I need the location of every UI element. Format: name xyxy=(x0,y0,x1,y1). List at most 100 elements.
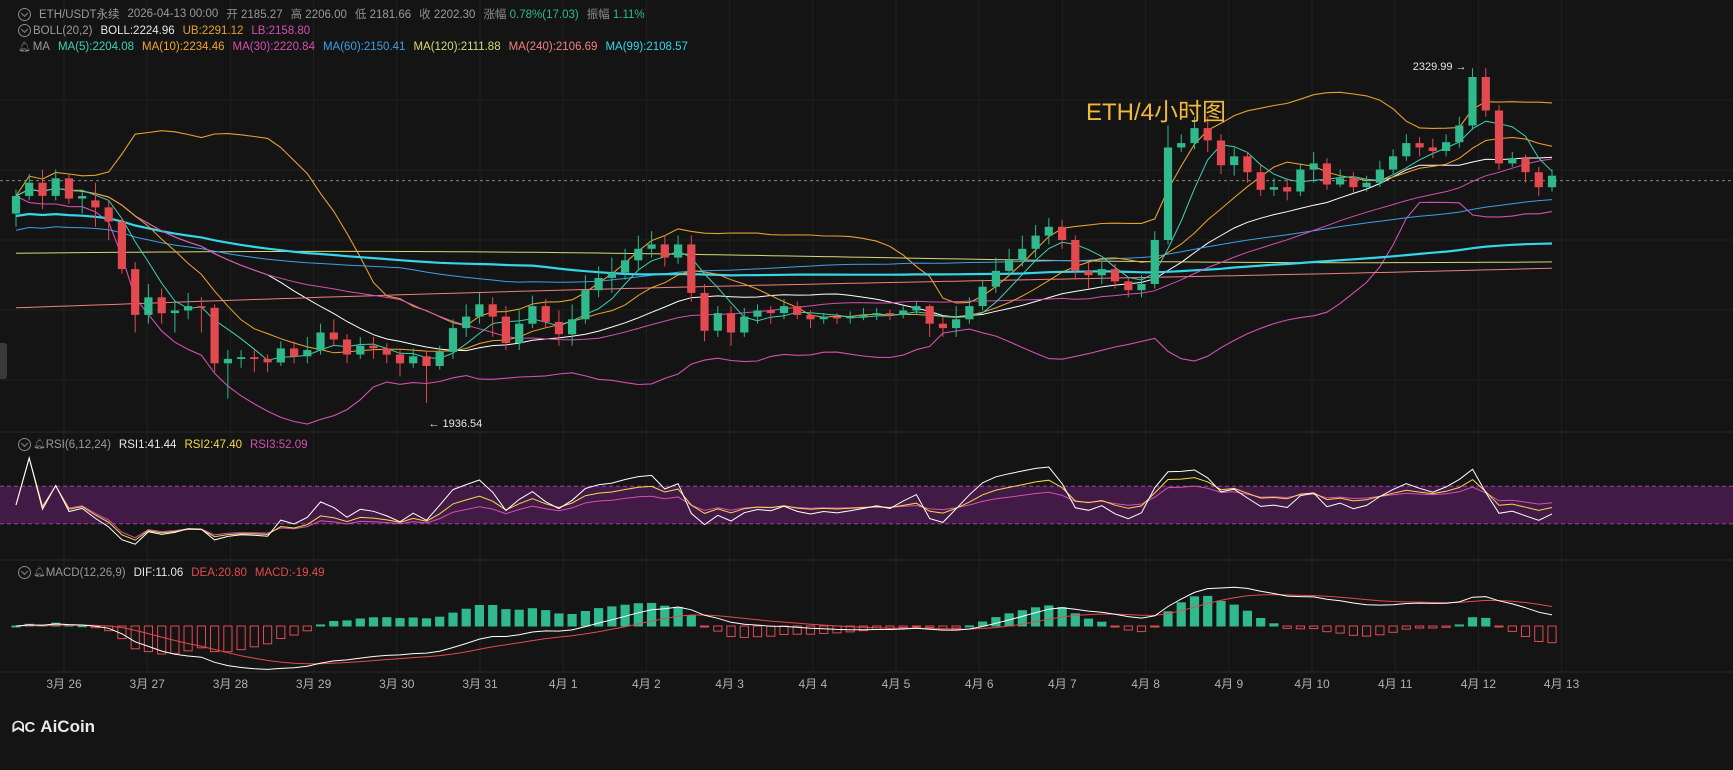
candle-body xyxy=(51,178,60,196)
candle-body xyxy=(316,332,325,351)
candle-body xyxy=(1031,235,1040,249)
macd-bar xyxy=(488,605,498,627)
macd-bar xyxy=(1150,625,1160,628)
candle-body xyxy=(250,357,259,359)
candle-body xyxy=(1230,156,1239,166)
macd-bar xyxy=(1083,618,1094,627)
macd-bar xyxy=(567,614,577,627)
candle-body xyxy=(700,292,709,331)
macd-bar xyxy=(210,625,220,653)
candle-datetime: 2026-04-13 00:00 xyxy=(127,8,219,20)
macd-bar xyxy=(1269,623,1279,627)
collapse-icon[interactable] xyxy=(18,7,31,21)
x-tick-label: 3月 31 xyxy=(462,677,498,691)
candle-body xyxy=(1124,281,1133,291)
macd-bar xyxy=(925,625,935,628)
macd-bar xyxy=(1441,625,1451,628)
rsi1-value: RSI1:41.44 xyxy=(118,438,177,451)
candle-body xyxy=(131,269,140,315)
macd-bar xyxy=(858,625,868,632)
macd-bar xyxy=(554,613,564,627)
symbol-name: ETH/USDT永续 xyxy=(39,9,120,21)
macd-bar xyxy=(580,611,590,627)
macd-bar xyxy=(792,625,802,635)
candle-body xyxy=(501,316,510,343)
candle-body xyxy=(541,306,550,322)
macd-bar xyxy=(1189,596,1200,627)
macd-bar xyxy=(991,617,1001,627)
alert-bell-icon[interactable]: 🔔︎ xyxy=(33,439,46,450)
high-label: 高 xyxy=(290,9,303,21)
candle-body xyxy=(1508,158,1517,164)
ma-value-2: MA(30):2220.84 xyxy=(232,41,315,53)
alert-bell-icon[interactable]: 🔔︎ xyxy=(33,567,46,578)
side-panel-handle[interactable] xyxy=(0,343,7,379)
candle-body xyxy=(356,345,365,355)
candle-body xyxy=(912,306,921,311)
candle-body xyxy=(1163,147,1173,240)
candle-body xyxy=(64,178,74,199)
candle-body xyxy=(713,313,722,331)
macd-bar xyxy=(223,625,233,653)
candle-body xyxy=(25,182,34,196)
macd-bar xyxy=(461,608,471,627)
close-label: 收 xyxy=(419,9,431,21)
candle-body xyxy=(1296,169,1305,192)
macd-bar xyxy=(1375,625,1385,636)
boll-legend: BOLL(20,2) BOLL:2224.96 UB:2291.12 LB:21… xyxy=(18,24,310,37)
candle-body xyxy=(726,313,736,333)
candle-body xyxy=(1044,226,1053,236)
candle-body xyxy=(1494,110,1504,164)
candle-body xyxy=(11,196,21,214)
candle-body xyxy=(607,272,616,278)
macd-bar xyxy=(1176,602,1186,627)
candle-body xyxy=(528,306,537,324)
high-value: 2206.00 xyxy=(305,9,347,21)
macd-bar xyxy=(1070,613,1080,627)
candle-body xyxy=(91,200,100,208)
collapse-icon[interactable] xyxy=(18,438,31,451)
candle-body xyxy=(1455,125,1464,143)
x-tick-label: 3月 30 xyxy=(379,677,415,691)
candle-body xyxy=(462,316,471,329)
candle-body xyxy=(448,328,458,352)
candle-body xyxy=(978,286,987,307)
macd-name: MACD(12,26,9) xyxy=(45,566,126,579)
alert-bell-icon[interactable]: 🔔︎ xyxy=(18,41,31,53)
candle-body xyxy=(1415,143,1424,148)
high-annotation: 2329.99 → xyxy=(1413,61,1467,73)
candle-body xyxy=(1389,156,1398,170)
macd-bar xyxy=(1044,605,1054,627)
candle-body xyxy=(223,358,232,364)
collapse-icon[interactable] xyxy=(18,566,31,579)
macd-bar xyxy=(1415,625,1425,629)
macd-bar xyxy=(1335,625,1345,634)
candle-body xyxy=(435,351,444,366)
ma-value-4: MA(120):2111.88 xyxy=(413,41,501,53)
candle-body xyxy=(409,356,418,364)
candle-body xyxy=(515,323,524,344)
candle-body xyxy=(184,306,193,311)
x-tick-label: 4月 11 xyxy=(1378,677,1413,691)
rsi-band xyxy=(0,485,1733,525)
candle-body xyxy=(1243,156,1252,173)
candle-body xyxy=(965,306,974,320)
candle-body xyxy=(1362,182,1371,188)
dea-line xyxy=(15,594,1553,665)
macd-bar xyxy=(1520,625,1531,637)
x-axis: 3月 26 3月 27 3月 28 3月 29 3月 30 3月 31 4月 1 4月 2 4月… xyxy=(46,677,1579,691)
macd-bar xyxy=(660,605,670,627)
candle-body xyxy=(1190,128,1199,144)
candle-body xyxy=(1084,270,1093,276)
candle-body xyxy=(952,319,961,329)
macd-bar xyxy=(196,625,207,649)
candle-body xyxy=(766,310,775,314)
macd-bar xyxy=(183,625,193,652)
candle-body xyxy=(872,313,881,315)
collapse-icon[interactable] xyxy=(18,24,31,37)
candle-body xyxy=(104,207,113,222)
macd-bar xyxy=(1428,625,1438,629)
candle-body xyxy=(594,277,603,291)
candle-body xyxy=(859,314,868,317)
